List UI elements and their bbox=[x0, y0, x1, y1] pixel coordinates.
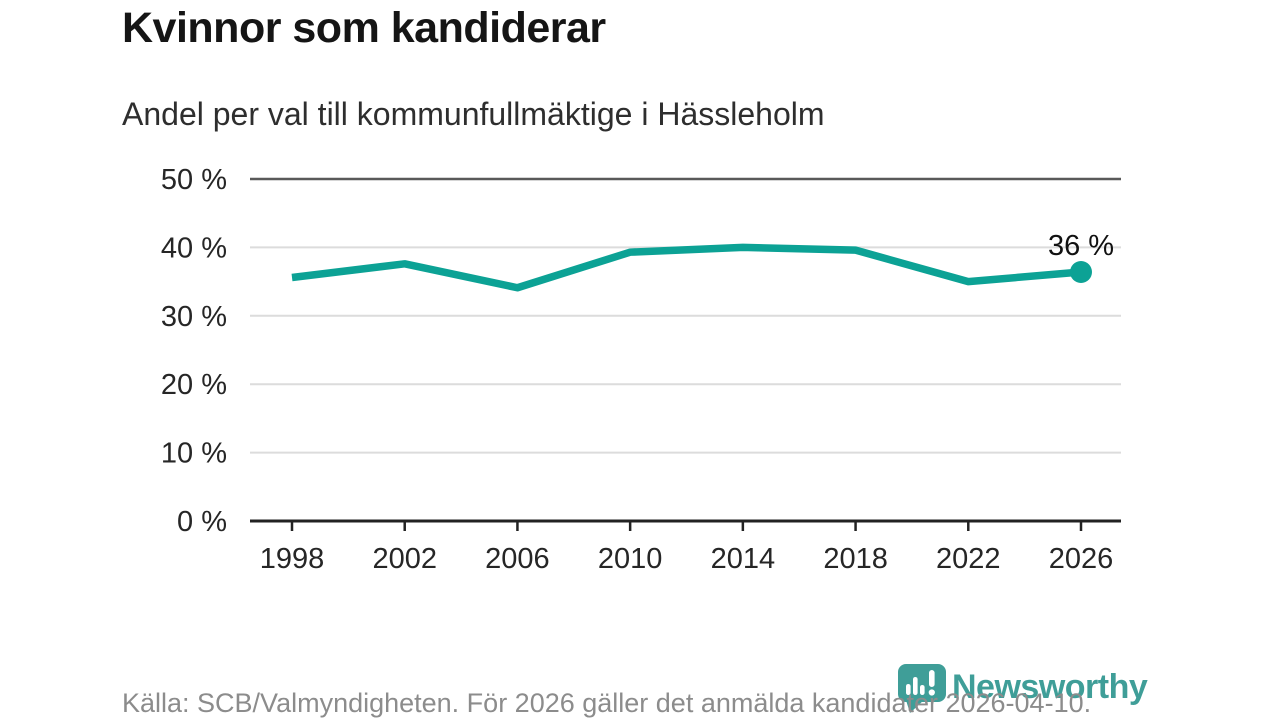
x-axis-label: 2002 bbox=[372, 543, 437, 575]
series-line bbox=[291, 243, 1082, 292]
newsworthy-wordmark: Newsworthy bbox=[952, 668, 1148, 706]
last-value-label: 36 % bbox=[1048, 230, 1114, 262]
source-note: Källa: SCB/Valmyndigheten. För 2026 gäll… bbox=[122, 688, 1092, 718]
y-axis-label: 40 % bbox=[161, 232, 227, 264]
newsworthy-pin-icon bbox=[898, 664, 946, 713]
y-axis-label: 50 % bbox=[161, 164, 227, 196]
x-axis-label: 2022 bbox=[936, 543, 1001, 575]
y-axis-label: 20 % bbox=[161, 369, 227, 401]
x-axis-label: 2010 bbox=[598, 543, 663, 575]
x-axis-label: 2018 bbox=[823, 543, 888, 575]
newsworthy-logo: Newsworthy bbox=[898, 664, 1148, 714]
y-axis-label: 0 % bbox=[177, 506, 227, 538]
chart-subtitle: Andel per val till kommunfullmäktige i H… bbox=[122, 96, 825, 132]
x-axis-label: 2006 bbox=[485, 543, 550, 575]
chart-title: Kvinnor som kandiderar bbox=[122, 4, 606, 52]
x-axis-label: 1998 bbox=[260, 543, 325, 575]
last-point-marker bbox=[1070, 261, 1092, 284]
x-axis-label: 2026 bbox=[1049, 543, 1114, 575]
x-axis-label: 2014 bbox=[711, 543, 776, 575]
y-axis-label: 30 % bbox=[161, 301, 227, 333]
y-axis-label: 10 % bbox=[161, 438, 227, 470]
